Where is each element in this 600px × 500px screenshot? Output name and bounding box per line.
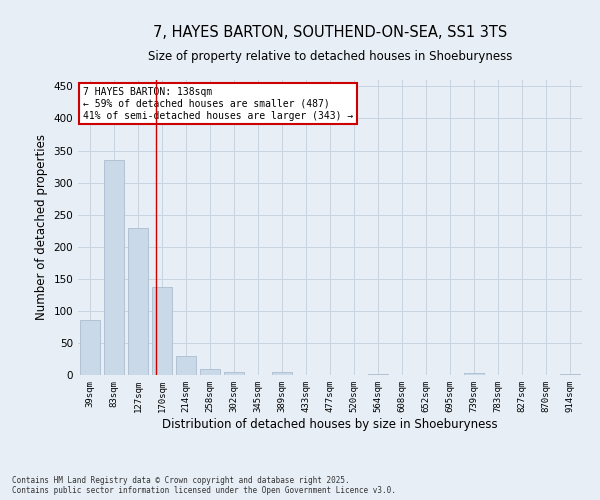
Text: 7 HAYES BARTON: 138sqm
← 59% of detached houses are smaller (487)
41% of semi-de: 7 HAYES BARTON: 138sqm ← 59% of detached… — [83, 88, 353, 120]
Bar — [464, 373, 484, 375]
X-axis label: Distribution of detached houses by size in Shoeburyness: Distribution of detached houses by size … — [162, 418, 498, 430]
Text: Contains HM Land Registry data © Crown copyright and database right 2025.
Contai: Contains HM Land Registry data © Crown c… — [12, 476, 396, 495]
Bar — [104, 160, 124, 375]
Bar — [224, 372, 244, 375]
Y-axis label: Number of detached properties: Number of detached properties — [35, 134, 48, 320]
Text: Size of property relative to detached houses in Shoeburyness: Size of property relative to detached ho… — [148, 50, 512, 63]
Bar — [200, 368, 220, 375]
Bar — [272, 372, 292, 375]
Bar — [80, 320, 100, 375]
Bar — [128, 228, 148, 375]
Bar — [560, 374, 580, 375]
Bar — [152, 286, 172, 375]
Bar — [176, 356, 196, 375]
Bar — [368, 374, 388, 375]
Text: 7, HAYES BARTON, SOUTHEND-ON-SEA, SS1 3TS: 7, HAYES BARTON, SOUTHEND-ON-SEA, SS1 3T… — [153, 25, 507, 40]
